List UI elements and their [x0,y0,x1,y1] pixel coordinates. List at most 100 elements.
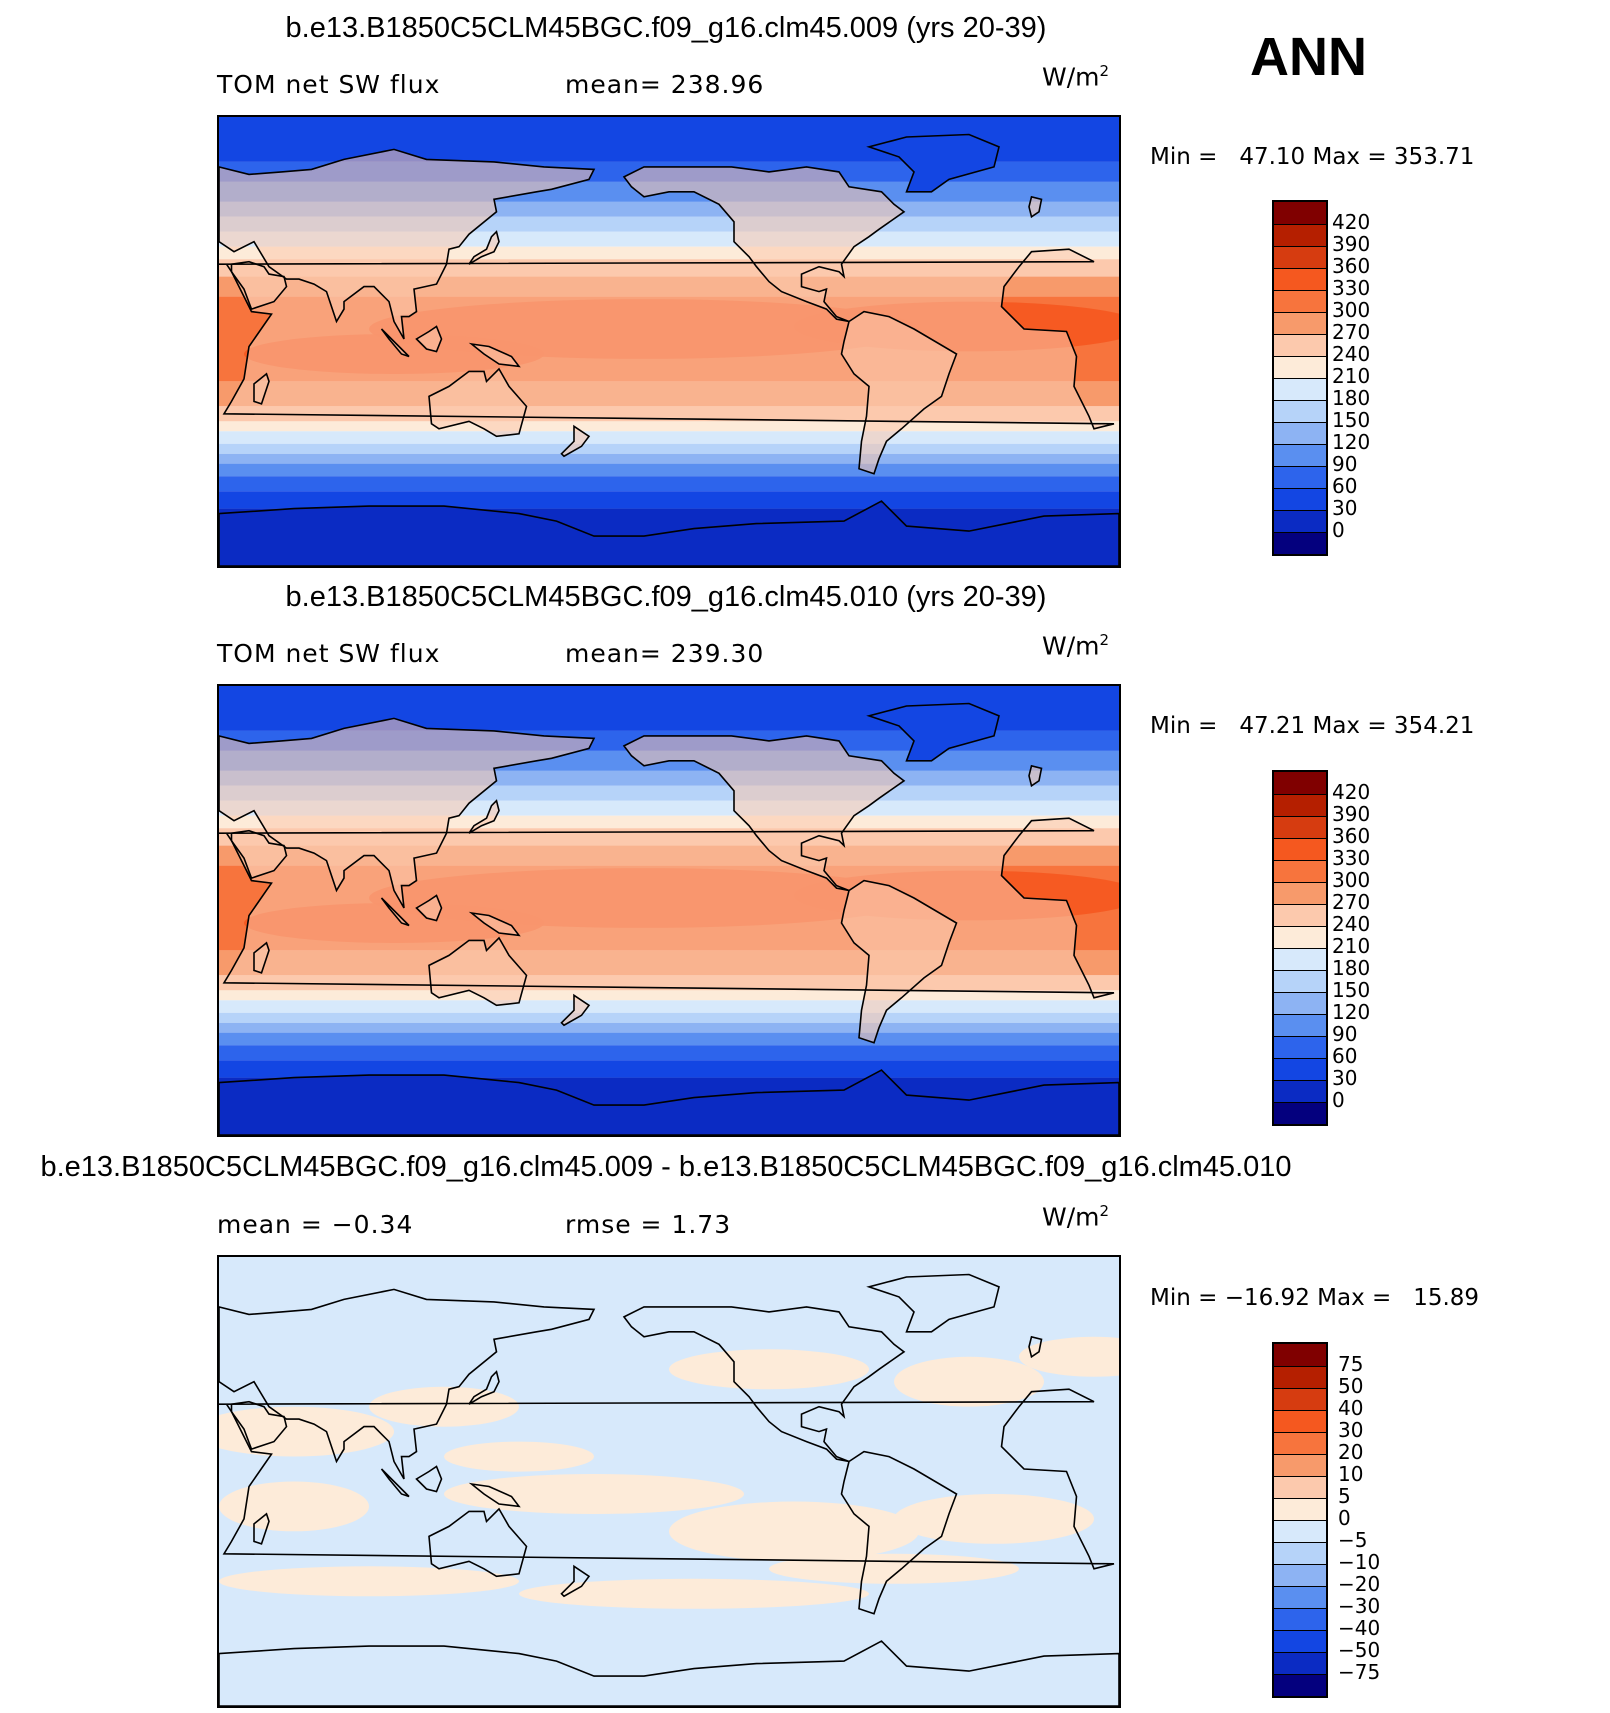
panel-1-title: b.e13.B1850C5CLM45BGC.f09_g16.clm45.009 … [285,12,1047,44]
colorbar-swatch [1274,1476,1326,1498]
flux-band [219,1022,1119,1033]
colorbar-swatch [1274,312,1326,334]
panel-2-min-max: Min = 47.21 Max = 354.21 [1150,713,1475,739]
colorbar-swatch [1274,1102,1326,1124]
colorbar-tick-label: 0 [1332,1088,1345,1112]
colorbar-tick-label: 60 [1332,474,1358,498]
panel-1-variable: TOM net SW flux [217,70,441,99]
coastline [622,1306,906,1463]
land-tint [841,311,957,474]
land-tint [429,937,527,1006]
colorbar-swatch [1274,400,1326,422]
colorbar-tick-label: 5 [1338,1484,1351,1508]
colorbar-tick-label: 210 [1332,364,1371,388]
coastline [230,829,288,880]
colorbar-tick-label: 390 [1332,232,1371,256]
colorbar-swatch [1274,444,1326,466]
colorbar-tick-label: 0 [1338,1506,1351,1530]
colorbar-swatch [1274,224,1326,246]
colorbar-tick-label: 300 [1332,868,1371,892]
diff-positive-area [769,1553,1019,1584]
coastline [219,500,1119,566]
panel-2-colorbar [1272,770,1328,1126]
diff-positive-area [1019,1336,1119,1377]
season-label: ANN [1250,27,1367,87]
panel-2-variable: TOM net SW flux [217,639,441,668]
panel-3-min-max: Min = −16.92 Max = 15.89 [1150,1285,1480,1311]
coastline [866,702,1000,762]
panel-2-map [217,684,1121,1137]
colorbar-tick-label: 420 [1332,210,1371,234]
diff-positive-area [444,1474,744,1514]
colorbar-tick-label: 270 [1332,890,1371,914]
panel-3-map [217,1255,1121,1708]
flux-band [219,1060,1119,1078]
coastline [622,735,906,892]
flux-band [219,421,1119,432]
land-tint [231,830,287,879]
coastline [1028,764,1043,788]
coastline [468,342,521,368]
colorbar-swatch [1274,1630,1326,1652]
panel-2-unit: W/m2 [1042,631,1110,661]
coastline [219,1388,1115,1570]
colorbar-tick-label: 330 [1332,276,1371,300]
coastline [219,817,1115,999]
greenland-ice [869,134,999,192]
coastline [230,1400,288,1451]
flux-band [219,463,1119,477]
colorbar-swatch [1274,926,1326,948]
colorbar-tick-label: 270 [1332,320,1371,344]
land-tint [561,995,589,1026]
coastline [253,372,270,405]
colorbar-swatch [1274,1542,1326,1564]
colorbar-tick-label: 30 [1332,496,1358,520]
colorbar-swatch [1274,510,1326,532]
land-tint [841,880,957,1043]
coastline [230,260,288,311]
flux-band [219,476,1119,492]
coastline [253,941,270,974]
colorbar-tick-label: 60 [1332,1044,1358,1068]
diff-positive-area [219,1566,519,1597]
coastline [468,799,500,834]
coastline [428,1507,528,1578]
diff-positive-area [669,1349,869,1390]
colorbar-tick-label: 75 [1338,1352,1364,1376]
colorbar-tick-label: 330 [1332,846,1371,870]
colorbar-swatch [1274,1564,1326,1586]
colorbar-tick-label: 150 [1332,408,1371,432]
greenland-ice [869,703,999,761]
coastline [415,894,443,922]
colorbar-tick-label: 150 [1332,978,1371,1002]
colorbar-swatch [1274,772,1326,794]
diff-positive-area [519,1578,869,1609]
colorbar-swatch [1274,882,1326,904]
colorbar-tick-label: 180 [1332,386,1371,410]
coastline [560,993,591,1027]
diff-positive-area [669,1501,919,1562]
colorbar-tick-label: 120 [1332,430,1371,454]
colorbar-swatch [1274,970,1326,992]
coastline [840,879,958,1044]
colorbar-tick-label: 210 [1332,934,1371,958]
colorbar-tick-label: 40 [1338,1396,1364,1420]
colorbar-swatch [1274,532,1326,554]
colorbar-swatch [1274,1520,1326,1542]
colorbar-swatch [1274,860,1326,882]
colorbar-swatch [1274,378,1326,400]
colorbar-tick-label: 240 [1332,342,1371,366]
coastline [219,1288,596,1480]
colorbar-tick-label: −20 [1338,1572,1381,1596]
colorbar-swatch [1274,1454,1326,1476]
panel-3-unit: W/m2 [1042,1202,1110,1232]
colorbar-swatch [1274,904,1326,926]
land-tint [471,913,519,936]
colorbar-tick-label: −40 [1338,1616,1381,1640]
colorbar-swatch [1274,1410,1326,1432]
colorbar-swatch [1274,992,1326,1014]
coastline [219,717,596,909]
coastline [468,1370,500,1405]
colorbar-tick-label: −5 [1338,1528,1368,1552]
panel-3-mean: mean = −0.34 [217,1210,414,1239]
